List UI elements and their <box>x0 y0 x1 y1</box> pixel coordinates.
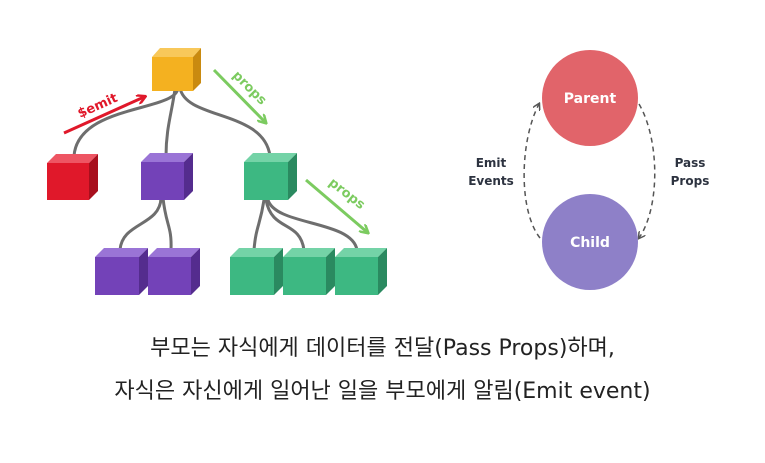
props-arrow-top: props <box>212 68 269 122</box>
green-cube-middle <box>244 153 297 200</box>
caption-line-1: 부모는 자식에게 데이터를 전달(Pass Props)하며, <box>150 336 615 361</box>
props-label-right: props <box>326 175 368 213</box>
cycle-arrows <box>523 103 656 239</box>
child-label: Child <box>570 235 610 251</box>
purple-cube-bottom-right <box>148 248 200 295</box>
pass-props-line2: Props <box>671 174 710 188</box>
emit-events-label: Emit Events <box>468 156 514 188</box>
connector-green-left <box>252 198 266 252</box>
purple-cube-bottom-left <box>95 248 148 295</box>
caption-line-2: 자식은 자신에게 일어난 일을 부모에게 알림(Emit event) <box>114 379 651 404</box>
emit-events-line2: Events <box>468 174 514 188</box>
emit-events-line1: Emit <box>476 156 507 170</box>
green-cube-bottom-middle <box>283 248 335 295</box>
red-cube <box>47 154 98 200</box>
connector-green-mid <box>264 198 306 252</box>
emit-events-arrow <box>523 104 541 239</box>
pass-props-arrow <box>639 103 656 238</box>
connector-root-purple <box>164 87 177 158</box>
pass-props-label: Pass Props <box>671 156 710 188</box>
connector-purple-right <box>161 196 173 252</box>
connector-purple-left <box>118 196 163 252</box>
parent-label: Parent <box>564 91 617 107</box>
component-communication-diagram: $emit props props Parent Child Emit Even… <box>47 48 710 295</box>
green-cube-bottom-left <box>230 248 283 295</box>
emit-arrow: $emit <box>63 91 144 135</box>
connector-green-right <box>266 198 359 252</box>
props-label-top: props <box>229 68 269 108</box>
parent-node: Parent <box>542 50 638 146</box>
pass-props-line1: Pass <box>675 156 706 170</box>
tree-connectors <box>72 86 359 252</box>
purple-cube-middle <box>141 153 193 200</box>
root-cube <box>152 48 201 91</box>
connector-root-green <box>178 86 272 158</box>
green-cube-bottom-right <box>335 248 387 295</box>
child-node: Child <box>542 194 638 290</box>
